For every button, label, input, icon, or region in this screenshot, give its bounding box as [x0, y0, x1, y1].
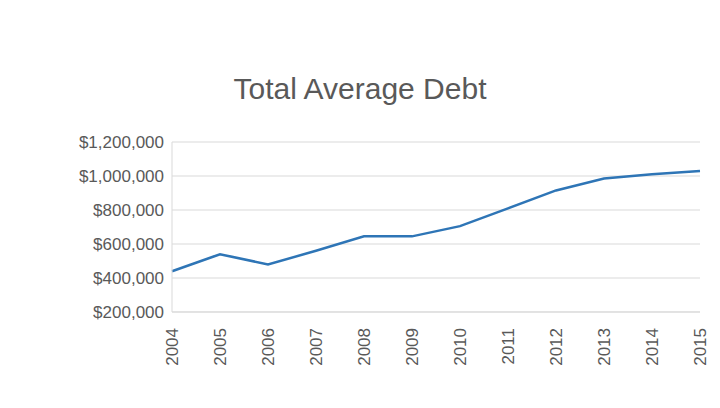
svg-text:2011: 2011: [499, 328, 518, 365]
svg-text:$800,000: $800,000: [93, 201, 164, 220]
svg-text:2005: 2005: [211, 328, 230, 366]
svg-text:$1,200,000: $1,200,000: [79, 133, 164, 152]
html-text:Total Average Debt: Total Average Debt: [233, 72, 487, 105]
svg-text:2015: 2015: [691, 328, 710, 366]
svg-text:2009: 2009: [403, 328, 422, 366]
svg-text:2004: 2004: [163, 328, 182, 366]
svg-text:2006: 2006: [259, 328, 278, 366]
svg-text:$400,000: $400,000: [93, 269, 164, 288]
svg-text:2010: 2010: [451, 328, 470, 366]
svg-text:2014: 2014: [643, 328, 662, 366]
svg-text:2013: 2013: [595, 328, 614, 366]
svg-text:2008: 2008: [355, 328, 374, 366]
svg-text:$1,000,000: $1,000,000: [79, 167, 164, 186]
svg-text:$200,000: $200,000: [93, 303, 164, 322]
svg-text:2012: 2012: [547, 328, 566, 366]
svg-text:$600,000: $600,000: [93, 235, 164, 254]
svg-text:2007: 2007: [307, 328, 326, 366]
